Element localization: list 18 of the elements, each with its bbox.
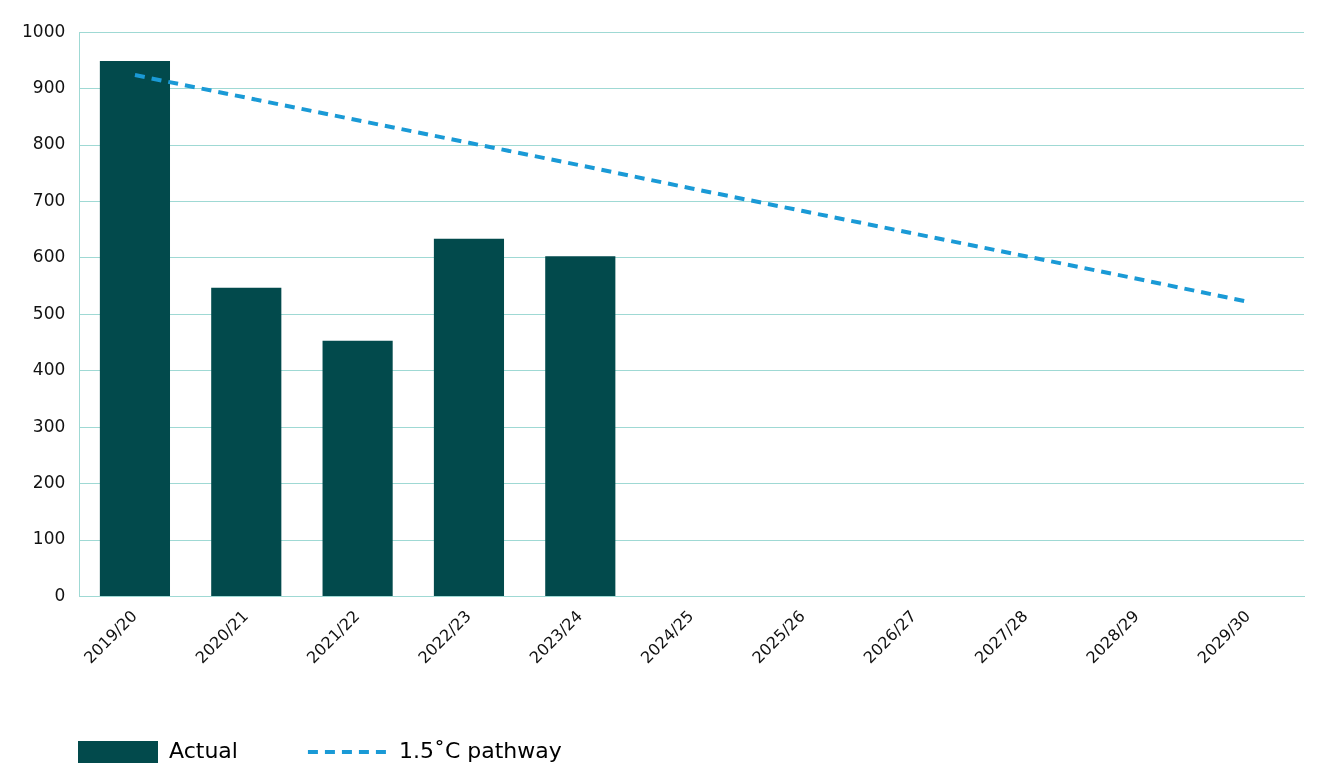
y-tick-label: 500 xyxy=(32,302,66,323)
legend-label: 1.5˚C pathway xyxy=(398,737,562,763)
y-tick-label: 300 xyxy=(32,415,66,436)
bar xyxy=(433,238,505,596)
bar xyxy=(99,60,171,596)
bar xyxy=(211,287,282,596)
y-tick-label: 400 xyxy=(32,359,66,380)
y-tick-label: 100 xyxy=(32,528,66,549)
legend-label: Actual xyxy=(169,737,238,763)
y-tick-label: 700 xyxy=(32,189,66,210)
bar xyxy=(322,340,393,596)
y-tick-label: 0 xyxy=(54,584,66,605)
y-tick-label: 1000 xyxy=(22,20,66,41)
bar xyxy=(545,256,616,596)
y-tick-label: 200 xyxy=(32,472,66,492)
y-tick-label: 800 xyxy=(32,133,66,154)
y-tick-label: 900 xyxy=(32,77,66,98)
y-tick-label: 600 xyxy=(32,246,66,267)
